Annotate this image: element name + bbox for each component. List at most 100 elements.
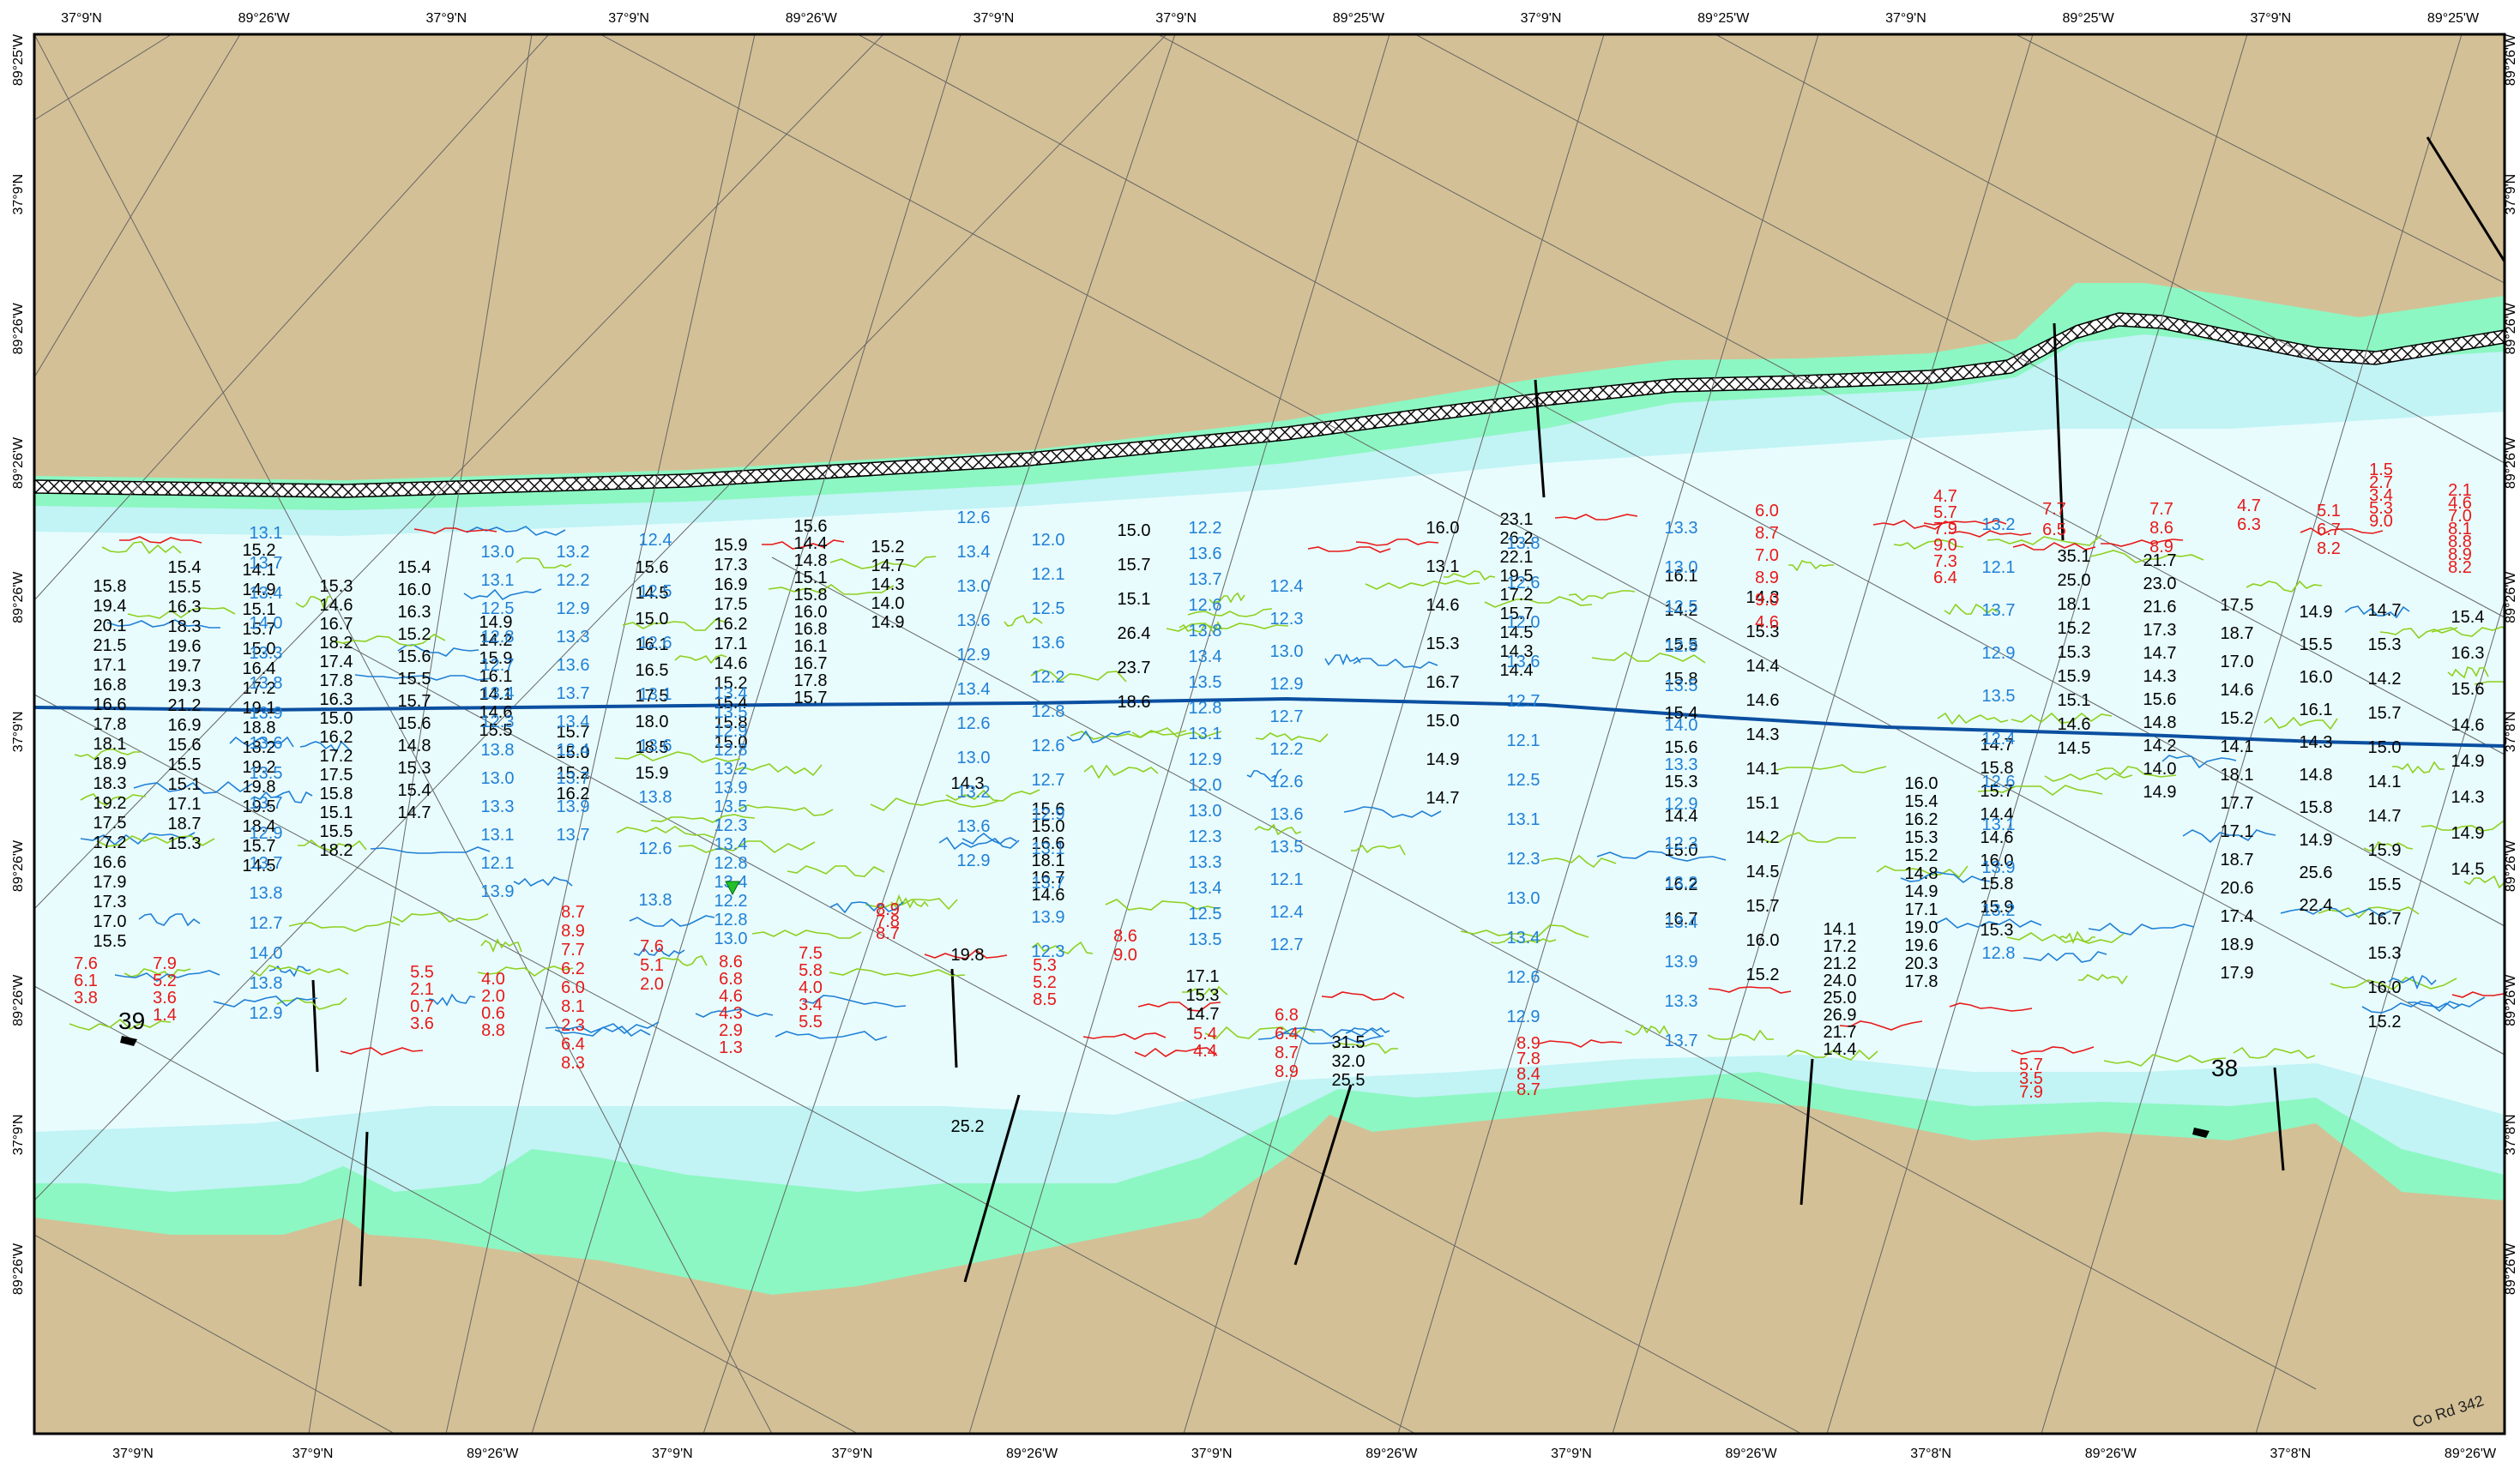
sounding-value: 7.0: [1755, 546, 1779, 565]
sounding-value: 8.2: [2448, 558, 2472, 577]
sounding-value: 14.6: [479, 703, 513, 722]
sounding-value: 8.7: [561, 903, 585, 922]
triangle-marker-icon: [725, 881, 740, 896]
sounding-value: 12.2: [714, 892, 748, 911]
sounding-value: 14.6: [714, 654, 748, 673]
sounding-value: 14.6: [1032, 886, 1065, 905]
sounding-value: 14.7: [1980, 736, 2014, 755]
coordinate-label: 89°26'W: [2504, 33, 2518, 86]
sounding-value: 15.3: [1665, 773, 1698, 791]
sounding-value: 14.1: [479, 685, 513, 704]
sounding-value: 6.2: [561, 960, 585, 978]
coordinate-label: 37°9'N: [11, 711, 26, 752]
sounding-value: 12.9: [1189, 750, 1222, 769]
sounding-value: 3.8: [74, 989, 98, 1008]
sounding-value: 13.4: [957, 680, 991, 699]
sounding-value: 16.8: [794, 620, 828, 639]
sounding-value: 12.2: [1270, 740, 1304, 759]
sounding-value: 16.3: [320, 690, 353, 709]
sounding-value: 12.5: [1507, 771, 1540, 790]
sounding-value: 13.8: [639, 891, 672, 910]
sounding-value: 15.6: [794, 517, 828, 536]
sounding-value: 13.5: [1189, 930, 1222, 949]
sounding-value: 13.6: [1270, 805, 1304, 824]
sounding-value: 7.3: [1933, 552, 1957, 571]
sounding-value: 15.6: [636, 558, 669, 577]
sounding-value: 15.3: [1980, 921, 2014, 940]
sounding-value: 17.2: [243, 679, 276, 698]
sounding-value: 21.6: [2143, 598, 2177, 617]
sounding-value: 13.4: [557, 713, 590, 731]
sounding-value: 15.2: [2058, 619, 2091, 638]
sounding-value: 13.5: [1665, 677, 1698, 695]
sounding-value: 12.7: [481, 656, 515, 675]
sounding-value: 4.6: [1755, 613, 1779, 632]
sounding-value: 15.4: [714, 694, 748, 713]
sounding-value: 12.0: [1189, 776, 1222, 795]
sounding-value: 15.7: [1118, 556, 1151, 575]
sounding-value: 17.5: [93, 814, 127, 833]
sounding-value: 14.8: [794, 551, 828, 570]
sounding-value: 14.0: [1665, 716, 1698, 735]
sounding-value: 18.2: [320, 841, 353, 860]
coordinate-label: 89°26'W: [11, 571, 26, 623]
sounding-value: 15.1: [794, 569, 828, 587]
coordinate-label: 37°9'N: [112, 1447, 154, 1461]
sounding-value: 13.9: [1032, 908, 1065, 927]
coordinate-label: 37°9'N: [426, 11, 467, 26]
sounding-value: 16.7: [794, 654, 828, 673]
sounding-value: 5.5: [410, 963, 434, 982]
sounding-value: 0.7: [410, 997, 434, 1016]
sounding-value: 13.1: [250, 524, 283, 543]
sounding-value: 12.6: [1507, 968, 1540, 987]
sounding-value: 4.7: [2237, 496, 2261, 515]
bottom-coordinate-labels: 37°9'N 37°9'N 89°26'W 37°9'N 37°9'N 89°26'W 37…: [112, 1447, 2497, 1461]
coordinate-label: 89°26'W: [2504, 1242, 2518, 1295]
sounding-value: 13.6: [1507, 653, 1540, 671]
sounding-value: 8.9: [1275, 1062, 1299, 1081]
sounding-value: 13.2: [1982, 901, 2016, 920]
sounding-value: 16.7: [2368, 910, 2402, 929]
sounding-value: 13.0: [1189, 802, 1222, 821]
sounding-value: 6.0: [561, 978, 585, 997]
sounding-value: 15.0: [636, 610, 669, 629]
sounding-value: 12.1: [1032, 565, 1065, 584]
sounding-value: 14.2: [1746, 828, 1780, 847]
coordinate-label: 37°8'N: [2504, 1114, 2518, 1155]
sounding-value: 16.3: [2451, 644, 2485, 663]
sounding-value: 13.4: [250, 584, 283, 603]
sounding-value: 12.3: [1189, 827, 1222, 846]
coordinate-label: 37°9'N: [1551, 1447, 1592, 1461]
sounding-value: 18.1: [93, 735, 127, 754]
sounding-value: 13.5: [250, 764, 283, 783]
sounding-value: 14.9: [1426, 750, 1460, 769]
sounding-value: 14.6: [2451, 716, 2485, 735]
sounding-value: 3.5: [2019, 1069, 2043, 1088]
sounding-value: 19.0: [1905, 918, 1938, 937]
sounding-value: 14.1: [2221, 737, 2254, 756]
sounding-value: 12.9: [1032, 805, 1065, 824]
sounding-value: 17.8: [320, 671, 353, 690]
sounding-value: 14.6: [320, 596, 353, 615]
sounding-value: 5.1: [640, 956, 664, 975]
sounding-value: 12.8: [1665, 637, 1698, 656]
sounding-value: 12.8: [1982, 944, 2016, 963]
sounding-value: 18.6: [1118, 693, 1151, 712]
sounding-value: 19.8: [951, 946, 985, 965]
sounding-value: 15.6: [398, 647, 431, 666]
sounding-value: 8.9: [561, 922, 585, 941]
sounding-value: 12.3: [1507, 850, 1540, 869]
sounding-value: 15.8: [320, 785, 353, 803]
sounding-value: 14.1: [1746, 760, 1780, 779]
sounding-value: 13.4: [1507, 929, 1540, 948]
sounding-value: 14.4: [1500, 661, 1534, 680]
sounding-value: 13.0: [957, 577, 991, 596]
sounding-value: 16.2: [1905, 810, 1938, 829]
coordinate-label: 89°26'W: [11, 302, 26, 354]
sounding-value: 19.2: [243, 758, 276, 777]
sounding-value: 13.4: [1665, 913, 1698, 932]
sounding-value: 18.2: [320, 634, 353, 653]
sounding-value: 14.3: [2143, 667, 2177, 686]
sounding-value: 7.8: [1516, 1050, 1540, 1068]
sounding-value: 12.9: [1665, 795, 1698, 814]
